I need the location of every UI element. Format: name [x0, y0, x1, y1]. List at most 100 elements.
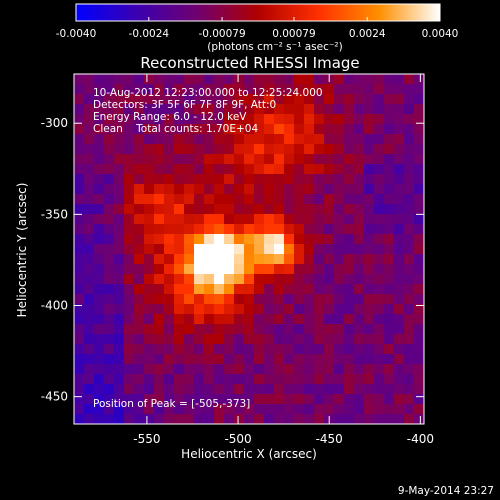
- axis-ticks: -550 -500 -450 -400 -300 -350 -400 -450: [41, 74, 434, 446]
- heatmap-cell: [194, 154, 205, 165]
- y-tick-label: -350: [41, 207, 68, 221]
- heatmap-cell: [364, 334, 375, 345]
- heatmap-cell: [244, 354, 255, 365]
- heatmap-cell: [394, 384, 405, 395]
- heatmap-cell: [324, 264, 335, 275]
- heatmap-cell: [314, 294, 325, 305]
- heatmap-cell: [344, 114, 355, 125]
- heatmap-cell: [84, 124, 95, 135]
- heatmap-cell: [414, 354, 425, 365]
- heatmap-cell: [344, 104, 355, 115]
- heatmap-cell: [244, 214, 255, 225]
- heatmap-cell: [214, 174, 225, 185]
- heatmap-cell: [344, 394, 355, 405]
- heatmap-cell: [294, 304, 305, 315]
- heatmap-cell: [294, 124, 305, 135]
- heatmap-cell: [244, 104, 255, 115]
- heatmap-cell: [304, 184, 315, 195]
- heatmap-cell: [284, 114, 295, 125]
- heatmap-cell: [274, 324, 285, 335]
- heatmap-cell: [94, 194, 105, 205]
- heatmap-cell: [394, 304, 405, 315]
- heatmap-cell: [344, 214, 355, 225]
- heatmap-cell: [164, 144, 175, 155]
- heatmap-cell: [244, 254, 255, 265]
- heatmap-cell: [74, 84, 85, 95]
- heatmap-cell: [124, 394, 135, 405]
- heatmap-cell: [344, 74, 355, 85]
- heatmap-cell: [314, 174, 325, 185]
- heatmap-cell: [334, 174, 345, 185]
- heatmap-cell: [244, 394, 255, 405]
- heatmap-cell: [184, 124, 195, 135]
- heatmap-cell: [324, 114, 335, 125]
- heatmap-cell: [214, 144, 225, 155]
- heatmap-cell: [334, 254, 345, 265]
- heatmap-cell: [214, 404, 225, 415]
- heatmap-cell: [124, 84, 135, 95]
- heatmap-cell: [294, 274, 305, 285]
- heatmap-cell: [364, 144, 375, 155]
- heatmap-cell: [74, 94, 85, 105]
- heatmap-cell: [194, 84, 205, 95]
- heatmap-cell: [404, 144, 415, 155]
- heatmap-cell: [124, 274, 135, 285]
- heatmap-cell: [154, 314, 165, 325]
- heatmap-cell: [364, 324, 375, 335]
- heatmap-cell: [184, 394, 195, 405]
- heatmap-cell: [314, 124, 325, 135]
- heatmap-cell: [344, 324, 355, 335]
- heatmap-cell: [104, 274, 115, 285]
- heatmap-cell: [414, 334, 425, 345]
- heatmap-cell: [84, 184, 95, 195]
- heatmap-cell: [144, 274, 155, 285]
- heatmap-cell: [144, 414, 155, 425]
- heatmap-cell: [124, 104, 135, 115]
- heatmap-cell: [244, 134, 255, 145]
- heatmap-cell: [254, 284, 265, 295]
- heatmap-cell: [324, 144, 335, 155]
- heatmap-cell: [334, 214, 345, 225]
- heatmap-cell: [244, 364, 255, 375]
- heatmap-cell: [164, 374, 175, 385]
- heatmap-cell: [164, 364, 175, 375]
- heatmap-cell: [274, 234, 285, 245]
- heatmap-cell: [214, 184, 225, 195]
- heatmap-cell: [374, 244, 385, 255]
- heatmap-cell: [94, 134, 105, 145]
- heatmap-cell: [144, 204, 155, 215]
- heatmap-cell: [104, 264, 115, 275]
- heatmap-cell: [204, 144, 215, 155]
- heatmap-cell: [124, 264, 135, 275]
- heatmap-cell: [404, 374, 415, 385]
- heatmap-cell: [334, 394, 345, 405]
- heatmap-cell: [254, 334, 265, 345]
- heatmap-cell: [414, 294, 425, 305]
- heatmap-cell: [124, 214, 135, 225]
- heatmap-cell: [224, 314, 235, 325]
- heatmap-cell: [274, 264, 285, 275]
- heatmap-cell: [344, 144, 355, 155]
- heatmap-cell: [384, 314, 395, 325]
- heatmap-cell: [124, 154, 135, 165]
- colorbar-units: (photons cm⁻² s⁻¹ asec⁻²): [207, 41, 342, 53]
- heatmap-cell: [324, 394, 335, 405]
- heatmap-cell: [344, 264, 355, 275]
- heatmap-cell: [144, 84, 155, 95]
- heatmap-cell: [374, 324, 385, 335]
- heatmap-cell: [224, 294, 235, 305]
- heatmap-cell: [394, 104, 405, 115]
- heatmap-cell: [154, 164, 165, 175]
- heatmap-cell: [264, 274, 275, 285]
- heatmap-cell: [244, 304, 255, 315]
- heatmap-cell: [124, 284, 135, 295]
- heatmap-cell: [314, 74, 325, 85]
- heatmap-cell: [114, 264, 125, 275]
- heatmap-cell: [364, 154, 375, 165]
- heatmap-cell: [154, 144, 165, 155]
- heatmap-cell: [334, 154, 345, 165]
- heatmap-cell: [104, 414, 115, 425]
- x-tick-label: -400: [407, 432, 434, 446]
- heatmap-cell: [204, 324, 215, 335]
- heatmap-cell: [264, 374, 275, 385]
